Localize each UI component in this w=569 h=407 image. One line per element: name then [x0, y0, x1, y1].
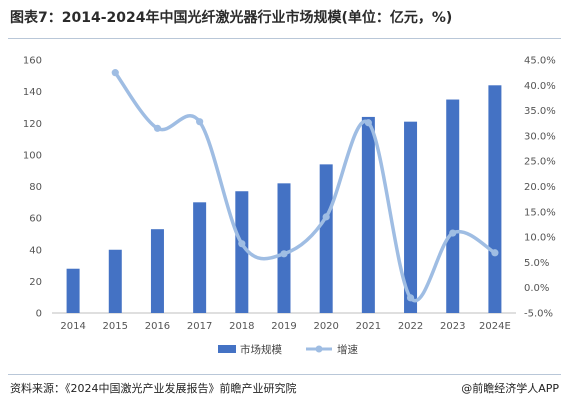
x-tick-label: 2024E	[479, 321, 511, 332]
x-tick-label: 2022	[398, 321, 423, 332]
brand-credit: @前瞻经济学人APP	[461, 382, 559, 395]
y-right-tick-label: 20.0%	[524, 182, 556, 193]
y-left-tick-label: 100	[23, 150, 42, 161]
y-right-tick-label: 40.0%	[524, 81, 556, 92]
bar	[319, 164, 333, 313]
bar	[361, 116, 375, 313]
combo-chart: 0 20 40 60 80 100 120 140 160 -5.0% 0.0% 5.0% 10.0% 1…	[23, 56, 556, 357]
y-left-tick-label: 80	[29, 182, 42, 193]
x-tick-label: 2020	[313, 321, 338, 332]
title-divider	[8, 38, 561, 39]
growth-line	[113, 70, 497, 303]
y-left-tick-label: 20	[29, 277, 42, 288]
bar	[193, 202, 207, 313]
growth-point	[111, 69, 119, 77]
chart-title: 图表7：2014-2024年中国光纤激光器行业市场规模(单位：亿元，%)	[10, 10, 453, 26]
x-tick-label: 2019	[271, 321, 296, 332]
growth-point	[322, 213, 330, 221]
growth-point	[196, 118, 204, 126]
x-tick-label: 2017	[187, 321, 212, 332]
y-left-tick-label: 40	[29, 245, 42, 256]
legend-swatch-marker	[315, 345, 323, 353]
y-right-tick-label: 5.0%	[524, 258, 549, 269]
bar	[66, 268, 80, 313]
growth-point	[491, 249, 499, 257]
x-tick-label: 2015	[103, 321, 128, 332]
legend-swatch-bar	[218, 345, 236, 353]
bar	[488, 85, 502, 313]
x-tick-label: 2014	[60, 321, 85, 332]
y-right-tick-label: -5.0%	[524, 309, 553, 320]
y-left-tick-label: 140	[23, 87, 42, 98]
x-tick-label: 2021	[356, 321, 381, 332]
bar	[404, 121, 418, 313]
bar	[277, 183, 291, 313]
growth-point	[406, 294, 415, 302]
bar	[150, 229, 164, 313]
y-right-tick-label: 25.0%	[524, 157, 556, 168]
x-tick-label: 2023	[440, 321, 465, 332]
growth-point	[153, 124, 162, 132]
bar	[108, 249, 122, 313]
legend-label-line: 增速	[337, 343, 358, 356]
source-note: 资料来源：《2024中国激光产业发展报告》前瞻产业研究院	[10, 382, 297, 395]
y-right-tick-label: 35.0%	[524, 106, 556, 117]
y-right-tick-label: 10.0%	[524, 233, 556, 244]
growth-point	[238, 240, 246, 248]
y-right-tick-label: 15.0%	[524, 207, 556, 218]
y-right-tick-label: 0.0%	[524, 283, 549, 294]
y-left-tick-label: 60	[29, 214, 42, 225]
y-right-tick-label: 30.0%	[524, 131, 556, 142]
y-left-tick-label: 160	[23, 56, 42, 67]
y-right-tick-label: 45.0%	[524, 56, 556, 67]
footer-divider	[8, 374, 561, 375]
bar	[235, 191, 249, 313]
y-left-tick-label: 120	[23, 119, 42, 130]
x-tick-label: 2018	[229, 321, 254, 332]
growth-point	[449, 229, 457, 237]
growth-point	[280, 250, 288, 258]
x-tick-label: 2016	[145, 321, 170, 332]
plot-area: 0 20 40 60 80 100 120 140 160 -5.0% 0.0% 5.0% 10.0% 1…	[23, 56, 556, 357]
bar	[446, 99, 460, 313]
y-left-tick-label: 0	[36, 309, 42, 320]
growth-point	[364, 119, 372, 127]
legend-label-bar: 市场规模	[240, 343, 282, 356]
